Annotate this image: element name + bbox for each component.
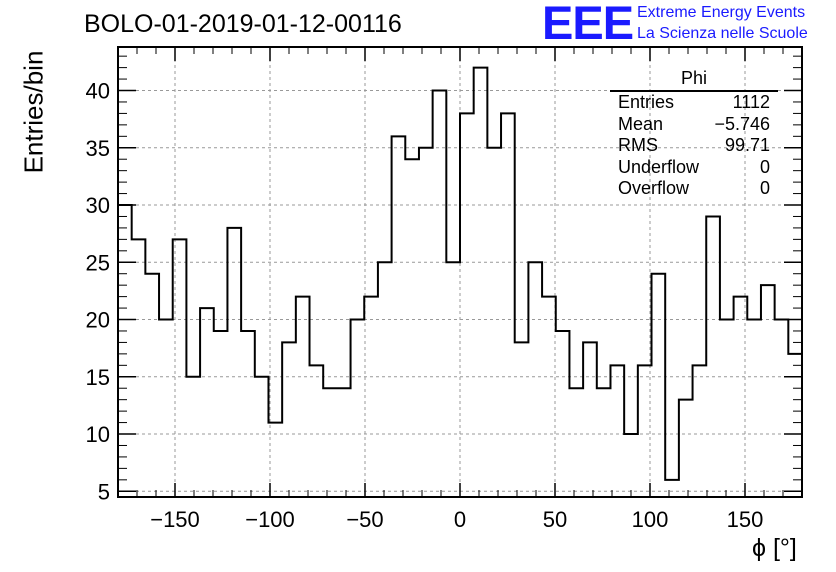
y-tick-label: 35 bbox=[86, 136, 110, 161]
histogram-bin bbox=[118, 205, 132, 497]
stats-value: 99.71 bbox=[724, 135, 770, 155]
histogram-bin bbox=[323, 388, 337, 497]
x-tick-label: −50 bbox=[346, 507, 383, 532]
x-tick-label: −150 bbox=[150, 507, 200, 532]
histogram-bin bbox=[597, 388, 611, 497]
stats-row-underflow: Underflow 0 bbox=[610, 157, 778, 179]
y-axis-label: Entries/bin bbox=[18, 50, 49, 174]
histogram-bin bbox=[460, 113, 474, 497]
stats-value: −5.746 bbox=[714, 113, 770, 134]
y-tick-label: 5 bbox=[98, 479, 110, 504]
stats-row-entries: Entries 1112 bbox=[610, 92, 778, 114]
histogram-bin bbox=[145, 274, 159, 497]
histogram-bin bbox=[747, 320, 761, 497]
histogram-bin bbox=[569, 388, 583, 497]
histogram-bin bbox=[665, 480, 679, 497]
histogram-bin bbox=[528, 262, 542, 497]
y-tick-label: 20 bbox=[86, 308, 110, 333]
stats-value: 1112 bbox=[732, 92, 770, 112]
axis-tick-labels: −150 −100 −50 0 50 100 150 5 10 15 20 25 30 35 40 bbox=[86, 79, 764, 532]
histogram-bin bbox=[679, 400, 693, 497]
histogram-bin bbox=[241, 331, 255, 497]
histogram-bin bbox=[282, 342, 296, 497]
eee-logo: EEE bbox=[542, 0, 634, 49]
histogram-bin bbox=[515, 342, 529, 497]
stats-label: Mean bbox=[618, 113, 664, 134]
histogram-bin bbox=[693, 365, 707, 497]
histogram-bin bbox=[638, 365, 652, 497]
histogram-bin bbox=[433, 91, 447, 497]
histogram-bin bbox=[419, 148, 433, 497]
x-tick-label: 150 bbox=[727, 507, 764, 532]
histogram-bin bbox=[132, 239, 146, 497]
histogram-bin bbox=[351, 320, 365, 497]
stats-box: Phi Entries 1112 Mean −5.746 RMS 99.71 U… bbox=[610, 68, 778, 200]
y-tick-label: 10 bbox=[86, 422, 110, 447]
x-axis-label: ϕ [°] bbox=[752, 534, 797, 562]
histogram-bin bbox=[775, 320, 789, 497]
stats-label: RMS bbox=[618, 135, 658, 155]
x-tick-label: 50 bbox=[543, 507, 567, 532]
y-tick-label: 30 bbox=[86, 193, 110, 218]
histogram-bin bbox=[159, 320, 173, 497]
stats-label: Underflow bbox=[618, 156, 700, 177]
histogram-bin bbox=[624, 434, 638, 497]
histogram-bin bbox=[337, 388, 351, 497]
histogram-bin bbox=[583, 342, 597, 497]
histogram-bin bbox=[310, 365, 324, 497]
chart-title: BOLO-01-2019-01-12-00116 bbox=[84, 10, 402, 38]
histogram-bin bbox=[474, 68, 488, 497]
stats-title: Phi bbox=[610, 68, 778, 92]
logo-line-2: La Scienza nelle Scuole bbox=[637, 25, 808, 42]
histogram-bin bbox=[761, 285, 775, 497]
histogram-bin bbox=[378, 262, 392, 497]
x-tick-label: −100 bbox=[245, 507, 295, 532]
histogram-bin bbox=[227, 228, 241, 497]
histogram-bin bbox=[706, 216, 720, 497]
histogram-bin bbox=[186, 377, 200, 497]
histogram-bin bbox=[200, 308, 214, 497]
histogram-series-phi bbox=[118, 66, 802, 481]
histogram-bin bbox=[296, 297, 310, 497]
histogram-bin bbox=[392, 136, 406, 497]
y-tick-label: 15 bbox=[86, 365, 110, 390]
histogram-bin bbox=[652, 274, 666, 497]
histogram-bin bbox=[788, 354, 802, 497]
histogram-bin bbox=[734, 297, 748, 497]
x-tick-label: 0 bbox=[454, 507, 466, 532]
stats-value: 0 bbox=[759, 178, 770, 198]
stats-value: 0 bbox=[759, 156, 770, 177]
y-tick-label: 40 bbox=[86, 79, 110, 104]
stats-row-rms: RMS 99.71 bbox=[610, 135, 778, 157]
histogram-bin bbox=[214, 331, 228, 497]
stats-label: Entries bbox=[618, 92, 675, 112]
y-tick-label: 25 bbox=[86, 250, 110, 275]
logo-line-1: Extreme Energy Events bbox=[637, 4, 806, 21]
histogram-bin bbox=[173, 239, 187, 497]
stats-label: Overflow bbox=[618, 178, 690, 198]
histogram-bin bbox=[405, 159, 419, 497]
histogram-bin bbox=[501, 113, 515, 497]
axis-ticks bbox=[118, 47, 802, 497]
histogram-bin bbox=[720, 320, 734, 497]
histogram-bin bbox=[487, 148, 501, 497]
stats-row-mean: Mean −5.746 bbox=[610, 114, 778, 136]
histogram-bin bbox=[610, 365, 624, 497]
stats-row-overflow: Overflow 0 bbox=[610, 178, 778, 200]
histogram-bin bbox=[446, 262, 460, 497]
histogram-bin bbox=[556, 331, 570, 497]
histogram-bin bbox=[542, 297, 556, 497]
x-tick-label: 100 bbox=[632, 507, 669, 532]
histogram-bin bbox=[255, 377, 269, 497]
histogram-bin bbox=[364, 297, 378, 497]
